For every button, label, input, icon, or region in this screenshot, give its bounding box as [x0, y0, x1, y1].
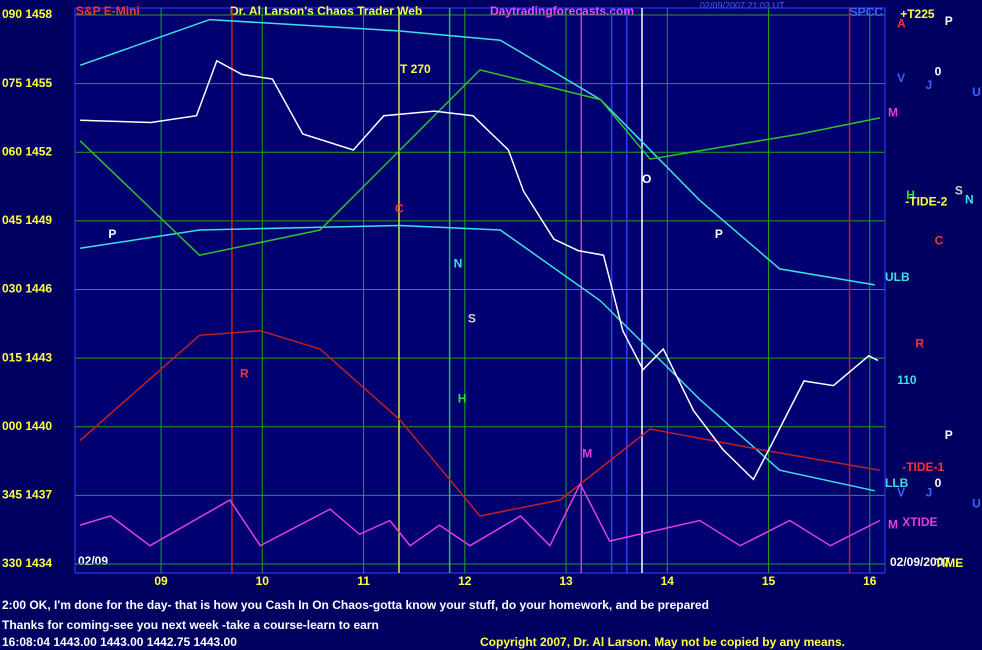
- annotation: ULB: [885, 270, 910, 284]
- annotation: S: [955, 183, 963, 197]
- annotation: P: [715, 227, 723, 241]
- annotation: U: [972, 497, 981, 511]
- annotation: U: [972, 85, 981, 99]
- annotation: H: [906, 188, 915, 202]
- annotation: SPCC: [850, 5, 884, 19]
- annotation: P: [945, 428, 953, 442]
- annotation: +T225: [900, 7, 935, 21]
- y-tick-label: 330 1434: [2, 556, 52, 570]
- annotation: C: [935, 234, 944, 248]
- annotation: LLB: [885, 476, 909, 490]
- annotation: A: [897, 16, 906, 30]
- annotation: M: [888, 517, 898, 531]
- annotation: C: [395, 202, 404, 216]
- annotation: -TIDE-2: [905, 195, 947, 209]
- series-line: [80, 59, 879, 481]
- y-tick-label: 000 1440: [2, 419, 52, 433]
- timestamp: 02/09/2007 21:03 UT: [700, 0, 785, 10]
- series-line: [79, 224, 876, 492]
- annotation: V: [897, 485, 905, 499]
- annotation: TIME: [935, 556, 964, 570]
- annotation: R: [915, 337, 924, 351]
- y-tick-label: 045 1449: [2, 213, 52, 227]
- annotation: 110: [897, 373, 917, 387]
- site: Daytradingforecasts.com: [490, 4, 634, 18]
- x-tick-label: 10: [256, 574, 270, 588]
- footer-line: 2:00 OK, I'm done for the day- that is h…: [2, 598, 709, 612]
- annotation: P: [108, 227, 116, 241]
- date-right: 02/09/2007: [890, 555, 950, 569]
- y-tick-label: 015 1443: [2, 350, 52, 364]
- series-line: [79, 482, 881, 547]
- x-tick-label: 13: [559, 574, 573, 588]
- y-tick-label: 030 1446: [2, 282, 52, 296]
- y-tick-label: 090 1458: [2, 7, 52, 21]
- annotation: M: [888, 106, 898, 120]
- copyright: Copyright 2007, Dr. Al Larson. May not b…: [480, 635, 845, 649]
- x-tick-label: 14: [661, 574, 675, 588]
- x-tick-label: 12: [458, 574, 472, 588]
- series-line: [79, 18, 876, 286]
- chart-title: Dr. Al Larson's Chaos Trader Web: [230, 4, 422, 18]
- annotation: V: [897, 71, 905, 85]
- annotation: P: [945, 14, 953, 28]
- annotation: N: [454, 257, 463, 271]
- x-tick-label: 11: [357, 574, 370, 588]
- y-tick-label: 345 1437: [2, 488, 52, 502]
- annotation: J: [926, 78, 933, 92]
- annotation: O: [642, 172, 651, 186]
- y-tick-label: 075 1455: [2, 76, 52, 90]
- footer-line: Thanks for coming-see you next week -tak…: [2, 618, 379, 632]
- annotation: T 270: [400, 62, 431, 76]
- annotation: R: [240, 366, 249, 380]
- annotation: XTIDE: [902, 515, 937, 529]
- annotation: S: [468, 311, 476, 325]
- series-line: [79, 329, 881, 517]
- annotation: N: [965, 192, 974, 206]
- x-tick-label: 16: [863, 574, 877, 588]
- x-tick-label: 09: [154, 574, 168, 588]
- footer-line: 16:08:04 1443.00 1443.00 1442.75 1443.00: [2, 635, 237, 649]
- annotation: 0: [935, 64, 942, 78]
- annotation: M: [582, 446, 592, 460]
- x-tick-label: 15: [762, 574, 776, 588]
- annotation: H: [458, 391, 467, 405]
- date-left: 02/09: [78, 554, 108, 568]
- instrument: S&P E-Mini: [76, 4, 140, 18]
- plot-area: [74, 7, 886, 574]
- annotation: -TIDE-1: [902, 460, 944, 474]
- y-tick-label: 060 1452: [2, 144, 52, 158]
- series-line: [79, 69, 881, 257]
- annotation: 0: [935, 476, 942, 490]
- annotation: J: [926, 485, 933, 499]
